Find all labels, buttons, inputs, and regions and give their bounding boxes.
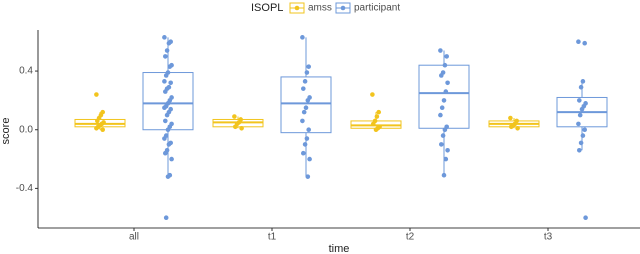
point <box>304 136 310 141</box>
point <box>169 156 174 162</box>
point <box>165 174 171 179</box>
x-tick-label: t2 <box>406 232 415 243</box>
point <box>162 35 167 40</box>
point <box>302 142 308 147</box>
point <box>164 48 170 53</box>
point <box>445 80 450 86</box>
point <box>509 124 514 130</box>
point <box>441 98 447 103</box>
point <box>444 54 450 59</box>
point <box>301 150 306 156</box>
point <box>442 62 448 68</box>
legend-title: ISOPL <box>251 2 283 14</box>
box <box>280 76 332 134</box>
point <box>168 80 173 86</box>
point <box>443 89 449 94</box>
point <box>438 112 443 118</box>
point <box>577 112 583 118</box>
point <box>583 215 588 221</box>
point <box>100 127 105 133</box>
point <box>163 118 168 124</box>
point <box>576 39 581 45</box>
point <box>442 127 448 133</box>
point <box>307 156 312 162</box>
point <box>515 125 520 131</box>
point <box>438 48 443 53</box>
point <box>443 156 449 162</box>
point <box>305 174 311 179</box>
point <box>582 127 587 133</box>
point <box>303 105 309 111</box>
point <box>163 73 169 78</box>
point <box>582 40 587 46</box>
y-tick-label: 0.0 <box>19 124 33 135</box>
point <box>239 125 244 131</box>
point <box>301 86 306 91</box>
point <box>445 147 450 153</box>
point <box>370 92 375 97</box>
point <box>580 79 586 84</box>
y-axis-label: score <box>0 118 12 145</box>
point <box>577 98 582 103</box>
point <box>304 70 310 75</box>
point <box>306 64 312 69</box>
legend-label: amss <box>308 3 332 14</box>
point <box>305 98 311 103</box>
point <box>374 114 380 119</box>
point <box>580 133 586 138</box>
box <box>418 64 470 129</box>
point <box>440 133 446 138</box>
x-tick-label: t3 <box>544 232 553 243</box>
point <box>439 142 444 147</box>
y-tick-label: -0.4 <box>16 183 34 194</box>
point <box>578 140 584 146</box>
x-tick-label: all <box>129 232 139 243</box>
point <box>94 92 99 97</box>
point <box>439 105 445 111</box>
point <box>233 124 238 130</box>
point <box>167 64 173 69</box>
point <box>232 114 237 119</box>
point <box>300 118 305 124</box>
point <box>162 79 167 84</box>
point <box>306 127 312 133</box>
x-tick-label: t1 <box>268 232 277 243</box>
point <box>302 79 308 84</box>
point <box>301 109 307 115</box>
point <box>95 118 100 124</box>
y-tick-label: 0.4 <box>19 66 33 77</box>
point <box>579 106 585 112</box>
point <box>163 150 168 156</box>
point <box>163 89 168 94</box>
point <box>576 121 581 127</box>
point <box>300 35 305 40</box>
point <box>163 215 169 221</box>
point <box>164 112 170 118</box>
legend-label: participant <box>354 3 400 14</box>
point <box>166 142 172 147</box>
point <box>578 84 584 90</box>
point <box>371 121 376 127</box>
point <box>94 125 99 131</box>
point <box>441 172 447 178</box>
point <box>577 147 582 153</box>
legend-key <box>340 5 346 11</box>
point <box>508 115 513 121</box>
x-axis-label: time <box>329 243 350 254</box>
point <box>162 105 167 111</box>
point <box>439 73 444 78</box>
point <box>165 127 171 133</box>
point <box>376 109 382 115</box>
point <box>163 54 168 59</box>
point <box>373 127 379 133</box>
point <box>162 136 167 141</box>
legend-key <box>294 5 300 11</box>
point <box>166 40 172 46</box>
